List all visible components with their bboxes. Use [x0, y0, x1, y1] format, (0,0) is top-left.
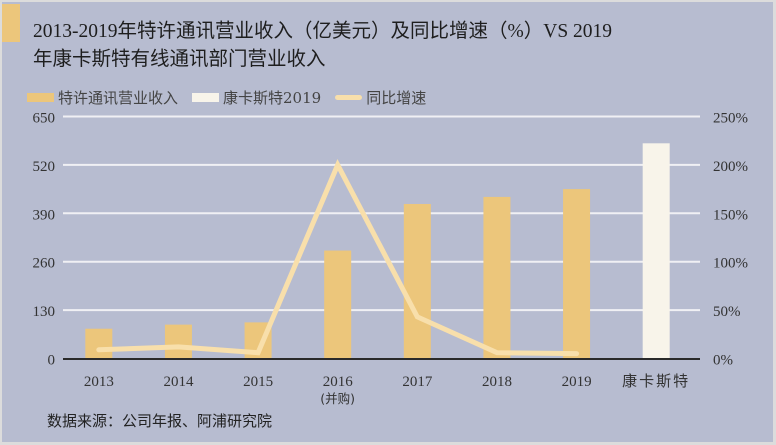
- right-axis-tick-label: 250%: [713, 111, 748, 127]
- bar-2013: [85, 328, 113, 359]
- bar-2016: [324, 250, 352, 359]
- bar-康卡斯特: [642, 143, 670, 359]
- x-axis-category-label: 2016: [323, 374, 354, 390]
- chart-title-line-1: 2013-2019年特许通讯营业收入（亿美元）及同比增速（%）VS 2019: [33, 21, 613, 42]
- bar-2019: [563, 189, 591, 359]
- data-source-note: 数据来源：公司年报、阿浦研究院: [47, 412, 273, 430]
- right-axis-tick-label: 100%: [713, 256, 748, 272]
- right-axis-tick-label: 0%: [713, 353, 733, 369]
- x-axis-category-label: 2019: [562, 374, 592, 390]
- chart-title-line-2: 年康卡斯特有线通讯部门营业收入: [33, 49, 326, 70]
- legend-swatch-comcast-icon: [192, 92, 220, 102]
- right-axis-tick-label: 200%: [713, 159, 748, 175]
- growth-rate-line: [96, 159, 580, 357]
- x-axis-category-label: 康卡斯特: [622, 373, 690, 390]
- legend-item-growth-rate: 同比增速: [335, 87, 426, 108]
- right-axis-tick-label: 150%: [713, 207, 748, 223]
- title-accent-bar: [2, 4, 20, 42]
- left-axis-tick-label: 390: [33, 207, 56, 223]
- left-axis-tick-label: 130: [33, 304, 56, 320]
- x-axis-category-label: 2018: [482, 374, 512, 390]
- bar-2014: [164, 324, 192, 359]
- bar-2018: [483, 196, 511, 359]
- left-axis-tick-label: 0: [48, 353, 56, 369]
- x-axis-category-label: 2015: [243, 374, 273, 390]
- left-axis-tick-label: 650: [33, 111, 56, 127]
- legend-label: 同比增速: [366, 88, 427, 107]
- left-axis-tick-label: 520: [33, 159, 56, 175]
- chart-title: 2013-2019年特许通讯营业收入（亿美元）及同比增速（%）VS 2019 年…: [33, 18, 753, 74]
- legend-swatch-charter-icon: [27, 92, 54, 102]
- x-axis-category-label: 2013: [84, 374, 114, 390]
- legend-label: 康卡斯特2019: [223, 88, 322, 107]
- left-axis-tick-label: 260: [33, 256, 56, 272]
- legend-label: 特许通讯营业收入: [58, 88, 179, 107]
- legend-item-charter-revenue: 特许通讯营业收入: [27, 87, 178, 108]
- legend-item-comcast-2019: 康卡斯特2019: [192, 87, 321, 108]
- bar-2017: [403, 203, 431, 359]
- x-axis-category-sublabel: (并购): [320, 391, 355, 406]
- chart-legend: 特许通讯营业收入 康卡斯特2019 同比增速: [27, 86, 440, 108]
- legend-swatch-growth-line-icon: [335, 94, 363, 100]
- x-axis-category-label: 2014: [163, 374, 194, 390]
- x-axis-category-label: 2017: [402, 374, 433, 390]
- right-axis-tick-label: 50%: [713, 304, 741, 320]
